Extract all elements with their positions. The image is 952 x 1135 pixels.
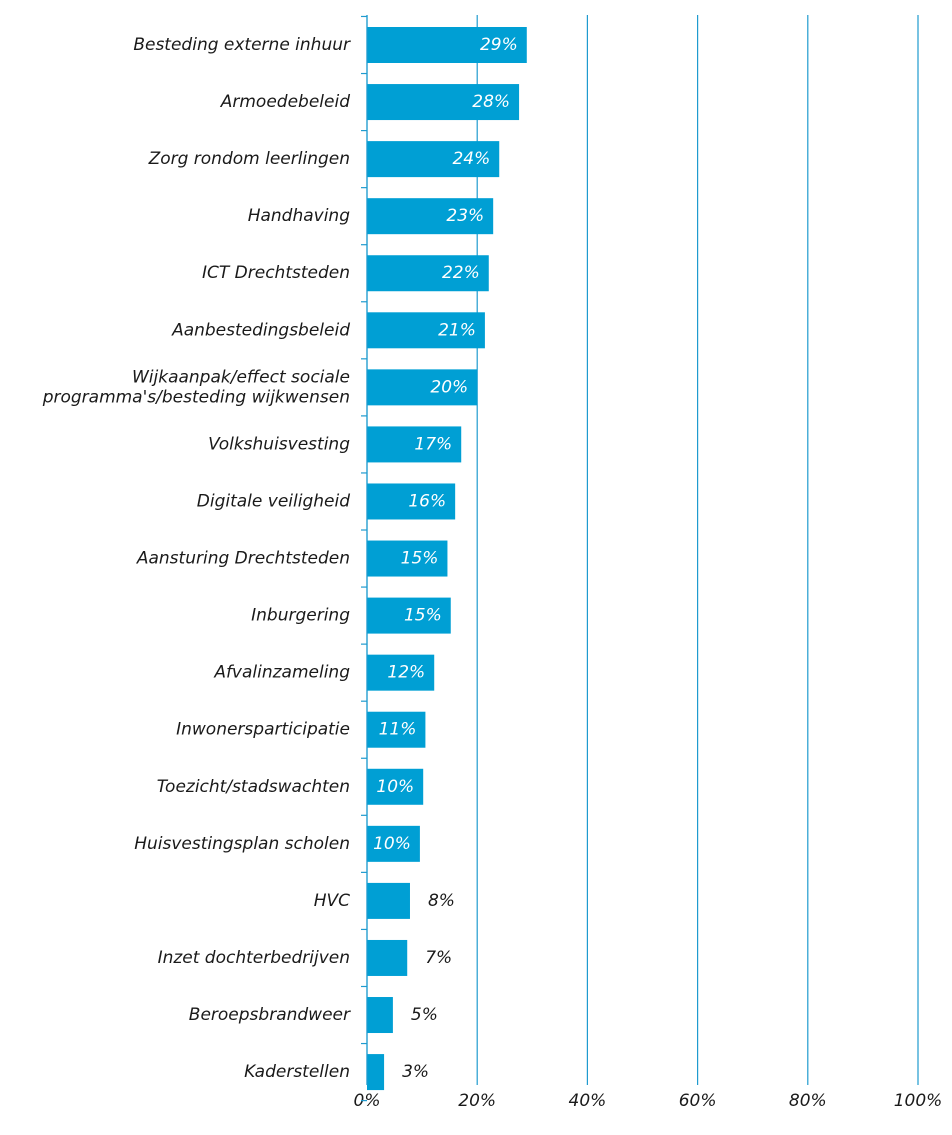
y-tick-label: Inburgering <box>251 606 350 626</box>
x-tick-label: 40% <box>569 1091 607 1111</box>
value-label: 15% <box>404 606 442 626</box>
y-tick-label: Volkshuisvesting <box>208 434 350 454</box>
bar <box>367 198 494 235</box>
value-label: 22% <box>442 263 480 283</box>
y-tick-label: HVC <box>314 891 350 911</box>
bar <box>367 939 408 976</box>
bar <box>367 312 485 349</box>
value-label: 28% <box>472 92 510 112</box>
bar <box>367 141 500 178</box>
y-tick-label: Armoedebeleid <box>220 92 350 112</box>
value-label: 10% <box>373 834 411 854</box>
y-tick-label: programma's/besteding wijkwensen <box>42 387 350 407</box>
y-tick-label: Digitale veiligheid <box>197 491 350 511</box>
bar <box>367 255 489 292</box>
bar <box>367 825 420 862</box>
x-tick-label: 80% <box>789 1091 827 1111</box>
bar <box>367 654 435 691</box>
value-label: 29% <box>480 35 518 55</box>
y-tick-label: Besteding externe inhuur <box>133 35 351 55</box>
value-label: 7% <box>425 948 452 968</box>
x-tick-label: 100% <box>894 1091 943 1111</box>
value-label: 21% <box>438 320 476 340</box>
y-tick-label: ICT Drechtsteden <box>202 263 350 283</box>
bar <box>367 84 520 121</box>
bar <box>367 1054 385 1091</box>
bar <box>367 27 527 63</box>
y-tick-label: Aanbestedingsbeleid <box>171 320 350 340</box>
value-label: 11% <box>379 720 417 740</box>
value-label: 20% <box>430 377 468 397</box>
x-tick-label: 60% <box>679 1091 717 1111</box>
value-label: 16% <box>408 491 446 511</box>
value-label: 24% <box>452 149 490 169</box>
value-label: 12% <box>387 663 425 683</box>
bar <box>367 882 410 919</box>
bar <box>367 540 448 577</box>
value-label: 17% <box>414 434 452 454</box>
y-tick-label: Aansturing Drechtsteden <box>136 549 350 569</box>
value-label: 15% <box>401 549 439 569</box>
y-tick-label: Kaderstellen <box>244 1062 350 1082</box>
value-label: 10% <box>376 777 414 797</box>
bar <box>367 997 393 1034</box>
bar <box>367 711 426 748</box>
value-label: 8% <box>428 891 455 911</box>
y-tick-label: Inwonersparticipatie <box>176 720 350 740</box>
y-tick-label: Handhaving <box>248 206 351 226</box>
bar <box>367 597 451 634</box>
y-tick-label: Beroepsbrandweer <box>189 1005 351 1025</box>
y-tick-label: Huisvestingsplan scholen <box>134 834 350 854</box>
value-label: 23% <box>446 206 484 226</box>
y-tick-label: Inzet dochterbedrijven <box>158 948 350 968</box>
value-label: 3% <box>402 1062 429 1082</box>
y-tick-label: Toezicht/stadswachten <box>157 777 350 797</box>
bar <box>367 426 462 463</box>
y-tick-label: Zorg rondom leerlingen <box>148 149 350 169</box>
x-tick-label: 20% <box>458 1091 496 1111</box>
bar <box>367 768 424 805</box>
bar <box>367 369 478 406</box>
value-label: 5% <box>411 1005 438 1025</box>
bar <box>367 483 456 520</box>
y-tick-label: Wijkaanpak/effect sociale <box>132 367 350 387</box>
y-tick-label: Afvalinzameling <box>213 663 350 683</box>
